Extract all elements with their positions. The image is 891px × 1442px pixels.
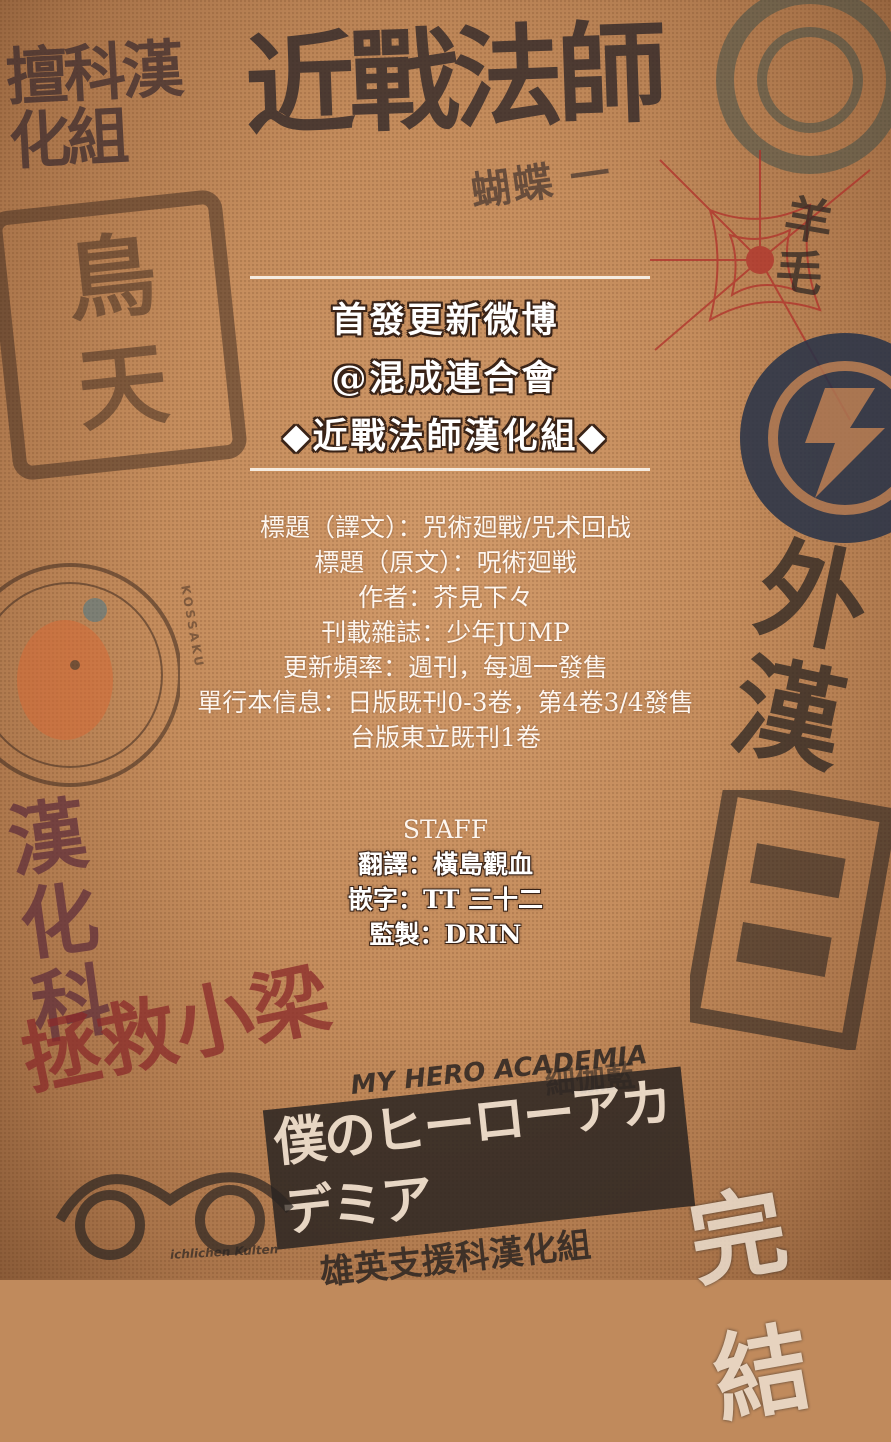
bottom-divider <box>250 468 650 471</box>
staff-credits: STAFF 翻譯：橫島觀血 嵌字：TT 三十二 監製：DRIN <box>0 812 891 952</box>
stamp-bottom-left-ornament <box>40 1130 320 1280</box>
staff-supervision: 監製：DRIN <box>369 920 522 949</box>
paper-background <box>0 0 891 1280</box>
info-title-translated: 標題（譯文）：咒術廻戰/咒术回战 <box>260 513 631 542</box>
round-badge-navy <box>735 328 891 548</box>
stamp-right-block <box>690 790 891 1050</box>
stamp-bottom-banner: MY HERO ACADEMIA 僕のヒーローアカデミア 雄英支援科漢化組 <box>260 1037 701 1299</box>
headline-account: @混成連合會 <box>331 358 560 399</box>
headline-group: ◆近戰法師漢化組◆ <box>282 416 609 457</box>
info-author: 作者：芥見下々 <box>357 583 533 612</box>
staff-heading: STAFF <box>402 815 489 844</box>
info-volumes-tw: 台版東立既刊1卷 <box>350 723 541 752</box>
stamp-top-right-ring <box>710 0 891 200</box>
top-divider <box>250 276 650 279</box>
stamp-bottom-right: 完結 <box>681 1173 820 1438</box>
info-magazine: 刊載雜誌：少年JUMP <box>321 618 570 647</box>
info-frequency: 更新頻率：週刊，每週一發售 <box>282 653 608 682</box>
staff-typesetting: 嵌字：TT 三十二 <box>347 885 544 914</box>
spider-web-red <box>650 150 880 430</box>
stamp-left-ring <box>0 545 180 805</box>
manga-info: 標題（譯文）：咒術廻戰/咒术回战 標題（原文）：呪術廻戦 作者：芥見下々 刊載雜… <box>0 510 891 755</box>
info-title-original: 標題（原文）：呪術廻戦 <box>314 548 577 577</box>
stamp-top-center: 近戰法師 <box>242 8 664 152</box>
headline-weibo: 首發更新微博 <box>331 300 560 341</box>
info-volumes-jp: 單行本信息：日版既刊0-3卷，第4卷3/4發售 <box>197 688 694 717</box>
staff-translation: 翻譯：橫島觀血 <box>357 850 533 879</box>
stamp-top-left: 擅科漢化組 <box>3 32 182 179</box>
